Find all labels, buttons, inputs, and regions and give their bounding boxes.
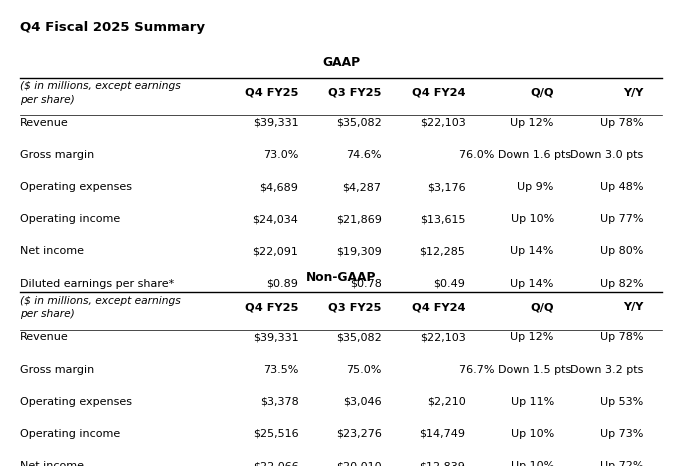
Text: Operating income: Operating income bbox=[20, 214, 121, 224]
Text: GAAP: GAAP bbox=[322, 56, 360, 69]
Text: Up 72%: Up 72% bbox=[600, 461, 644, 466]
Text: ($ in millions, except earnings
per share): ($ in millions, except earnings per shar… bbox=[20, 82, 181, 104]
Text: $39,331: $39,331 bbox=[253, 117, 299, 128]
Text: $0.78: $0.78 bbox=[350, 279, 382, 288]
Text: Up 73%: Up 73% bbox=[600, 429, 644, 439]
Text: Down 3.0 pts: Down 3.0 pts bbox=[570, 150, 644, 160]
Text: Q3 FY25: Q3 FY25 bbox=[328, 302, 382, 312]
Text: Up 10%: Up 10% bbox=[511, 461, 554, 466]
Text: Operating income: Operating income bbox=[20, 429, 121, 439]
Text: Up 12%: Up 12% bbox=[510, 332, 554, 343]
Text: Up 53%: Up 53% bbox=[600, 397, 644, 407]
Text: $12,839: $12,839 bbox=[419, 461, 465, 466]
Text: Non-GAAP: Non-GAAP bbox=[306, 271, 376, 284]
Text: Up 78%: Up 78% bbox=[600, 117, 644, 128]
Text: $25,516: $25,516 bbox=[253, 429, 299, 439]
Text: Operating expenses: Operating expenses bbox=[20, 182, 132, 192]
Text: 73.5%: 73.5% bbox=[263, 364, 299, 375]
Text: ($ in millions, except earnings
per share): ($ in millions, except earnings per shar… bbox=[20, 296, 181, 319]
Text: $0.89: $0.89 bbox=[267, 279, 299, 288]
Text: Up 48%: Up 48% bbox=[600, 182, 644, 192]
Text: Up 14%: Up 14% bbox=[510, 279, 554, 288]
Text: Up 11%: Up 11% bbox=[511, 397, 554, 407]
Text: $4,287: $4,287 bbox=[342, 182, 382, 192]
Text: Q4 FY24: Q4 FY24 bbox=[412, 302, 465, 312]
Text: 75.0%: 75.0% bbox=[346, 364, 382, 375]
Text: $12,285: $12,285 bbox=[419, 247, 465, 256]
Text: $19,309: $19,309 bbox=[336, 247, 382, 256]
Text: $22,103: $22,103 bbox=[419, 117, 465, 128]
Text: Revenue: Revenue bbox=[20, 117, 69, 128]
Text: Down 3.2 pts: Down 3.2 pts bbox=[570, 364, 644, 375]
Text: Q4 Fiscal 2025 Summary: Q4 Fiscal 2025 Summary bbox=[20, 21, 205, 34]
Text: Gross margin: Gross margin bbox=[20, 364, 94, 375]
Text: Up 9%: Up 9% bbox=[518, 182, 554, 192]
Text: Up 80%: Up 80% bbox=[600, 247, 644, 256]
Text: Up 77%: Up 77% bbox=[600, 214, 644, 224]
Text: Up 14%: Up 14% bbox=[510, 247, 554, 256]
Text: $22,091: $22,091 bbox=[252, 247, 299, 256]
Text: Up 10%: Up 10% bbox=[511, 429, 554, 439]
Text: Q/Q: Q/Q bbox=[530, 302, 554, 312]
Text: Operating expenses: Operating expenses bbox=[20, 397, 132, 407]
Text: $3,176: $3,176 bbox=[427, 182, 465, 192]
Text: Up 10%: Up 10% bbox=[511, 214, 554, 224]
Text: Q/Q: Q/Q bbox=[530, 88, 554, 97]
Text: $0.49: $0.49 bbox=[434, 279, 465, 288]
Text: 74.6%: 74.6% bbox=[346, 150, 382, 160]
Text: Revenue: Revenue bbox=[20, 332, 69, 343]
Text: Q4 FY25: Q4 FY25 bbox=[245, 88, 299, 97]
Text: $35,082: $35,082 bbox=[336, 332, 382, 343]
Text: Up 12%: Up 12% bbox=[510, 117, 554, 128]
Text: Up 78%: Up 78% bbox=[600, 332, 644, 343]
Text: $23,276: $23,276 bbox=[336, 429, 382, 439]
Text: $2,210: $2,210 bbox=[427, 397, 465, 407]
Text: $20,010: $20,010 bbox=[336, 461, 382, 466]
Text: Q3 FY25: Q3 FY25 bbox=[328, 88, 382, 97]
Text: Net income: Net income bbox=[20, 247, 84, 256]
Text: Q4 FY24: Q4 FY24 bbox=[412, 88, 465, 97]
Text: $22,103: $22,103 bbox=[419, 332, 465, 343]
Text: $24,034: $24,034 bbox=[252, 214, 299, 224]
Text: Y/Y: Y/Y bbox=[623, 88, 644, 97]
Text: Diluted earnings per share*: Diluted earnings per share* bbox=[20, 279, 175, 288]
Text: 76.7% Down 1.5 pts: 76.7% Down 1.5 pts bbox=[459, 364, 571, 375]
Text: 73.0%: 73.0% bbox=[263, 150, 299, 160]
Text: $14,749: $14,749 bbox=[419, 429, 465, 439]
Text: $3,046: $3,046 bbox=[343, 397, 382, 407]
Text: $22,066: $22,066 bbox=[253, 461, 299, 466]
Text: $21,869: $21,869 bbox=[336, 214, 382, 224]
Text: Gross margin: Gross margin bbox=[20, 150, 94, 160]
Text: Net income: Net income bbox=[20, 461, 84, 466]
Text: Q4 FY25: Q4 FY25 bbox=[245, 302, 299, 312]
Text: $4,689: $4,689 bbox=[260, 182, 299, 192]
Text: $35,082: $35,082 bbox=[336, 117, 382, 128]
Text: Up 82%: Up 82% bbox=[600, 279, 644, 288]
Text: $39,331: $39,331 bbox=[253, 332, 299, 343]
Text: $13,615: $13,615 bbox=[420, 214, 465, 224]
Text: 76.0% Down 1.6 pts: 76.0% Down 1.6 pts bbox=[459, 150, 571, 160]
Text: $3,378: $3,378 bbox=[260, 397, 299, 407]
Text: Y/Y: Y/Y bbox=[623, 302, 644, 312]
